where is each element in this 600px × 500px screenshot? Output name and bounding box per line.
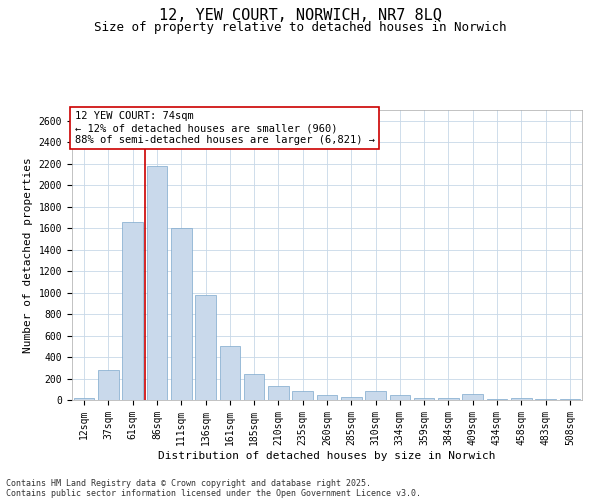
Bar bbox=[195, 294, 216, 400]
Bar bbox=[511, 398, 532, 400]
Bar bbox=[244, 374, 265, 400]
Bar bbox=[487, 399, 508, 400]
Bar bbox=[171, 228, 191, 400]
Bar bbox=[292, 392, 313, 400]
Bar bbox=[268, 386, 289, 400]
Text: 12, YEW COURT, NORWICH, NR7 8LQ: 12, YEW COURT, NORWICH, NR7 8LQ bbox=[158, 8, 442, 22]
Bar bbox=[535, 399, 556, 400]
Bar bbox=[463, 394, 483, 400]
Bar bbox=[438, 398, 459, 400]
Bar bbox=[365, 392, 386, 400]
Bar bbox=[220, 346, 240, 400]
Bar bbox=[389, 394, 410, 400]
X-axis label: Distribution of detached houses by size in Norwich: Distribution of detached houses by size … bbox=[158, 450, 496, 460]
Bar bbox=[317, 394, 337, 400]
Text: Size of property relative to detached houses in Norwich: Size of property relative to detached ho… bbox=[94, 21, 506, 34]
Bar bbox=[122, 222, 143, 400]
Bar bbox=[74, 398, 94, 400]
Y-axis label: Number of detached properties: Number of detached properties bbox=[23, 157, 33, 353]
Text: Contains HM Land Registry data © Crown copyright and database right 2025.: Contains HM Land Registry data © Crown c… bbox=[6, 478, 371, 488]
Bar bbox=[146, 166, 167, 400]
Bar bbox=[414, 398, 434, 400]
Bar bbox=[98, 370, 119, 400]
Text: 12 YEW COURT: 74sqm
← 12% of detached houses are smaller (960)
88% of semi-detac: 12 YEW COURT: 74sqm ← 12% of detached ho… bbox=[74, 112, 374, 144]
Bar bbox=[341, 397, 362, 400]
Text: Contains public sector information licensed under the Open Government Licence v3: Contains public sector information licen… bbox=[6, 488, 421, 498]
